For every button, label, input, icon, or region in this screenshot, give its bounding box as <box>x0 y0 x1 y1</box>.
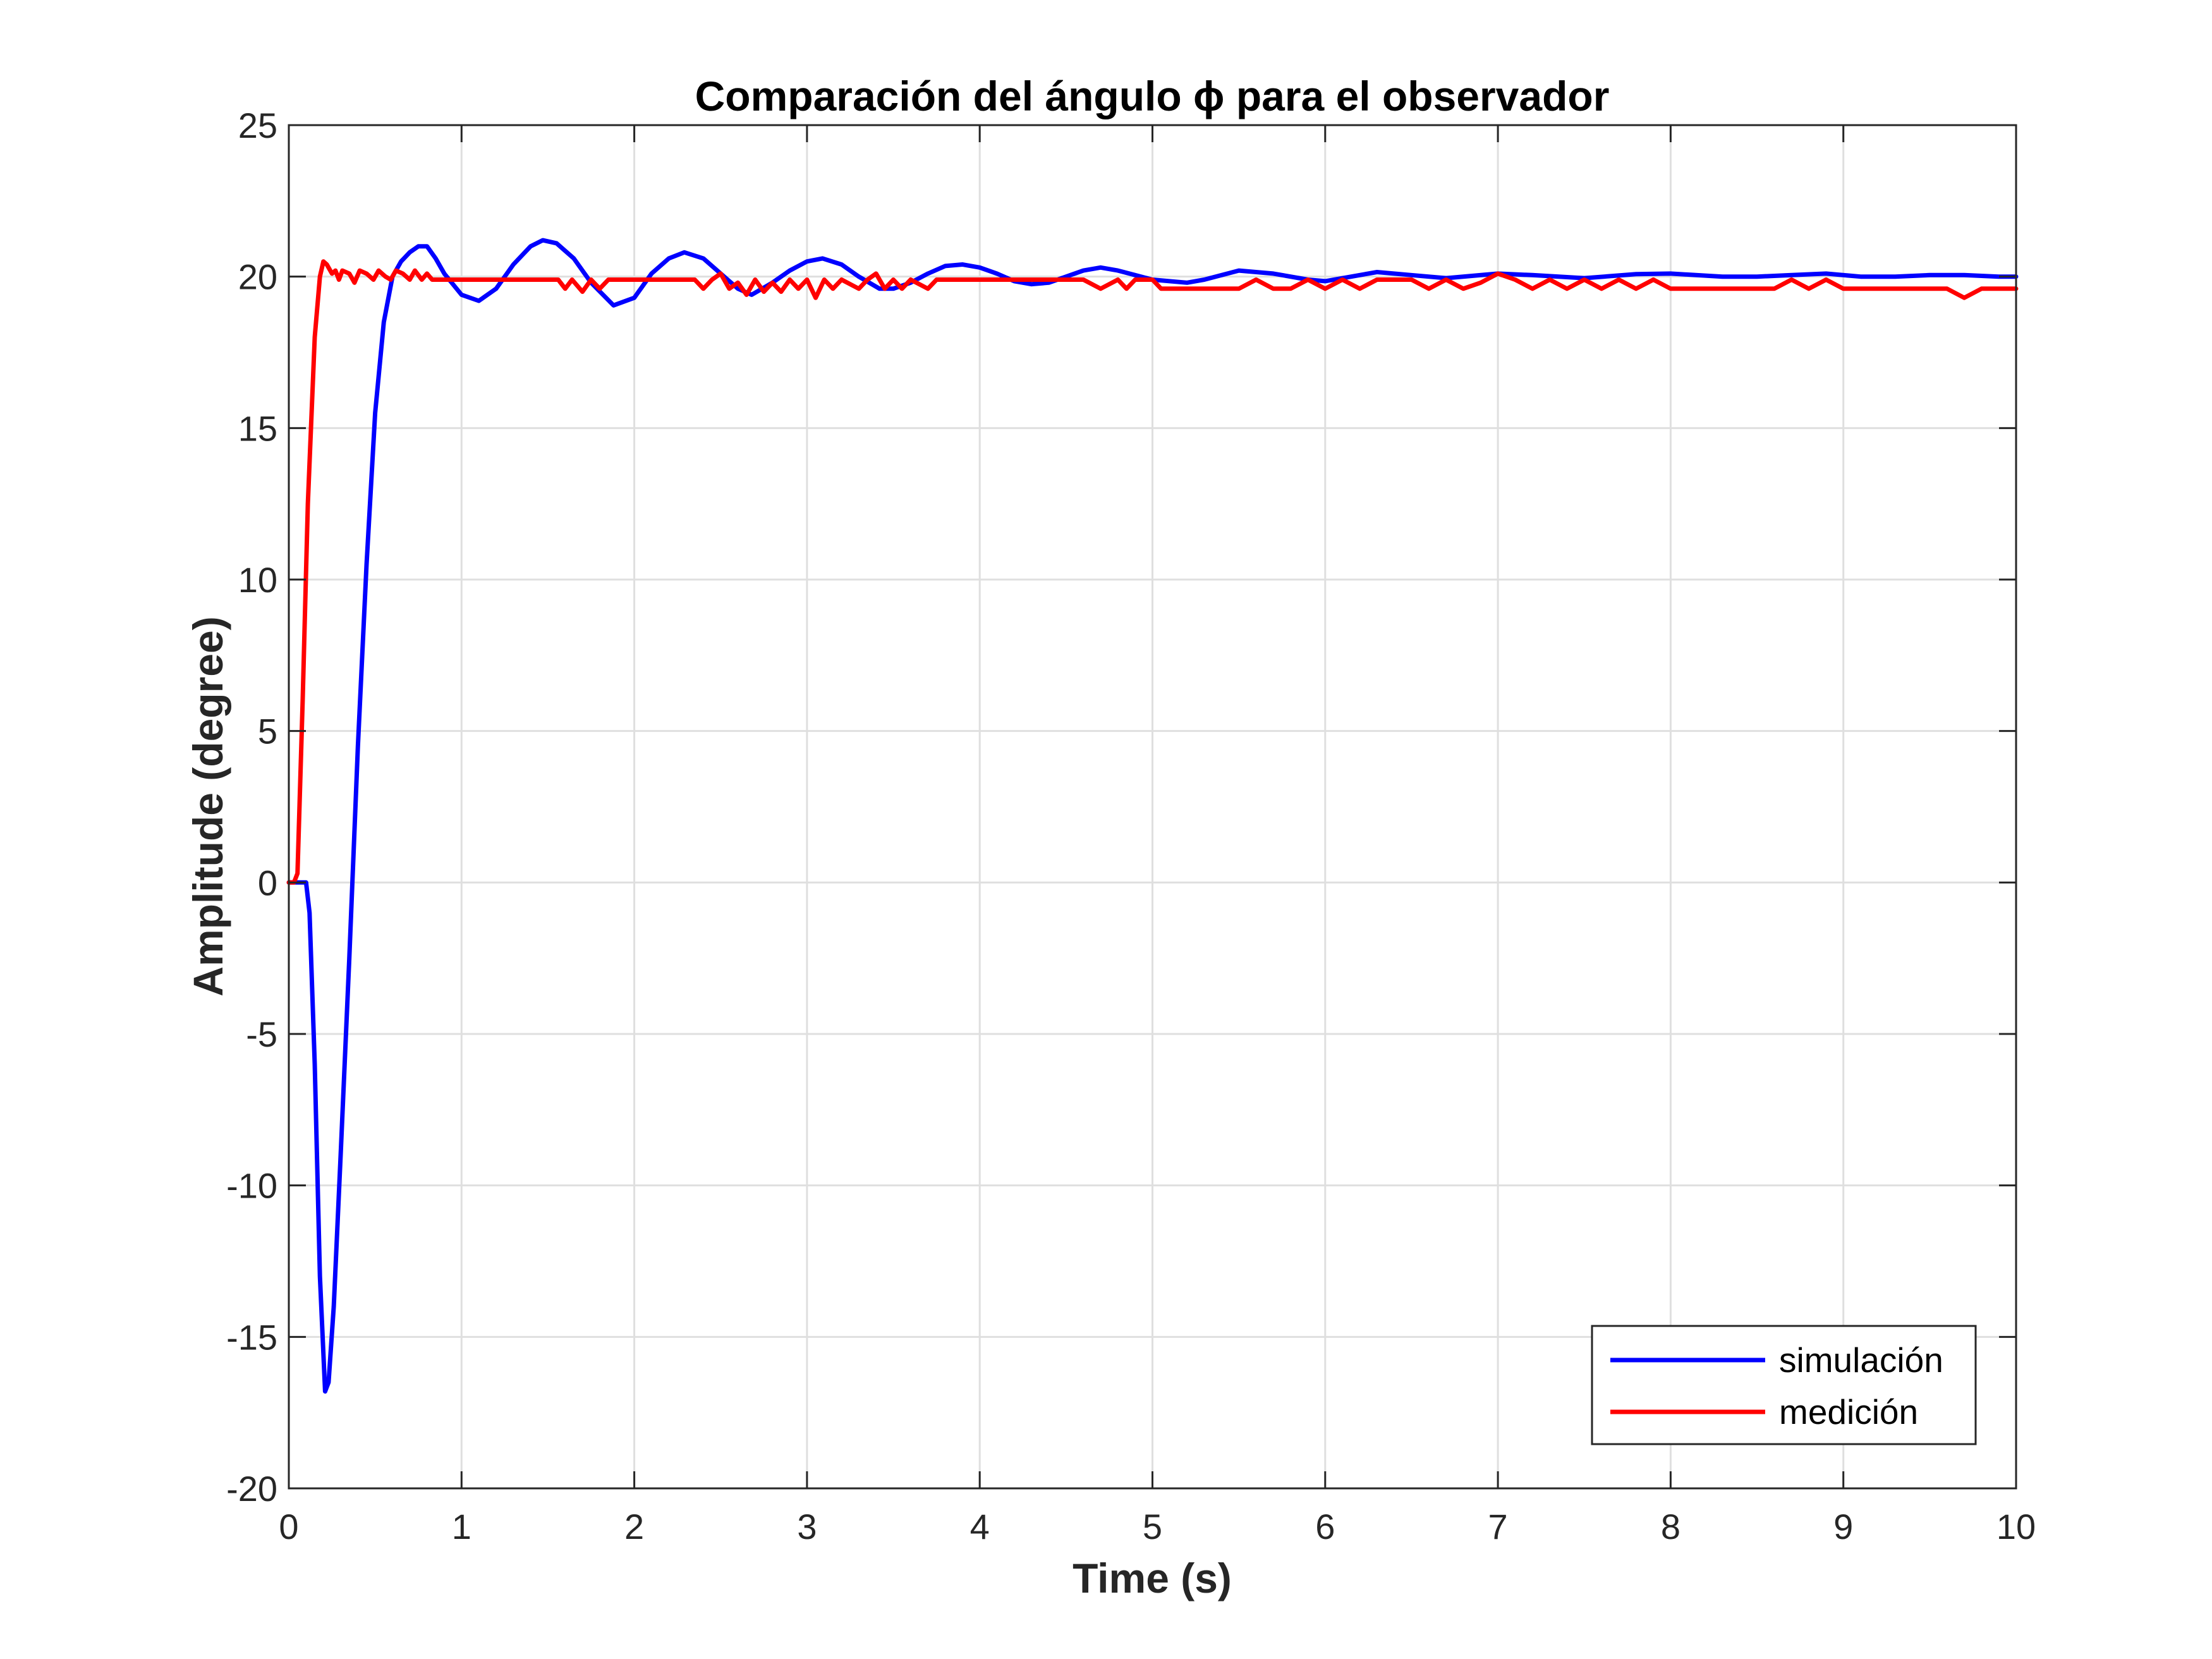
y-tick-label: 10 <box>238 560 277 600</box>
x-tick-label: 7 <box>1488 1507 1508 1547</box>
x-tick-label: 0 <box>279 1507 298 1547</box>
legend[interactable]: simulación medición <box>1591 1325 1977 1445</box>
series-line-medicion <box>286 259 2019 885</box>
y-tick-label: -10 <box>226 1166 277 1206</box>
y-tick-label: -20 <box>226 1469 277 1509</box>
chart-title: Comparación del ángulo ϕ para el observa… <box>695 73 1610 119</box>
series-layer <box>286 238 2019 1394</box>
y-tick-label: -5 <box>246 1014 277 1054</box>
ticks: 0 1 2 3 4 5 6 7 8 9 10 -20 -15 -10 -5 0 5 10 15 20 25 <box>226 106 2036 1547</box>
x-tick-label: 10 <box>1996 1507 2036 1547</box>
y-tick-label: 20 <box>238 257 277 297</box>
legend-box <box>1591 1325 1977 1445</box>
y-tick-label: 5 <box>258 712 277 751</box>
y-tick-label: -15 <box>226 1317 277 1357</box>
x-tick-label: 2 <box>624 1507 644 1547</box>
x-tick-label: 9 <box>1833 1507 1853 1547</box>
x-axis-label: Time (s) <box>1073 1555 1232 1601</box>
legend-label-medicion: medición <box>1779 1392 1918 1431</box>
legend-label-simulacion: simulación <box>1779 1340 1943 1380</box>
x-tick-label: 8 <box>1661 1507 1680 1547</box>
y-tick-label: 15 <box>238 408 277 448</box>
y-tick-label: 0 <box>258 863 277 902</box>
y-tick-label: 25 <box>238 106 277 145</box>
y-axis-label: Amplitude (degree) <box>185 616 231 996</box>
x-tick-label: 4 <box>970 1507 990 1547</box>
x-tick-label: 6 <box>1315 1507 1335 1547</box>
x-tick-label: 5 <box>1143 1507 1162 1547</box>
x-tick-label: 3 <box>797 1507 817 1547</box>
x-tick-label: 1 <box>452 1507 471 1547</box>
